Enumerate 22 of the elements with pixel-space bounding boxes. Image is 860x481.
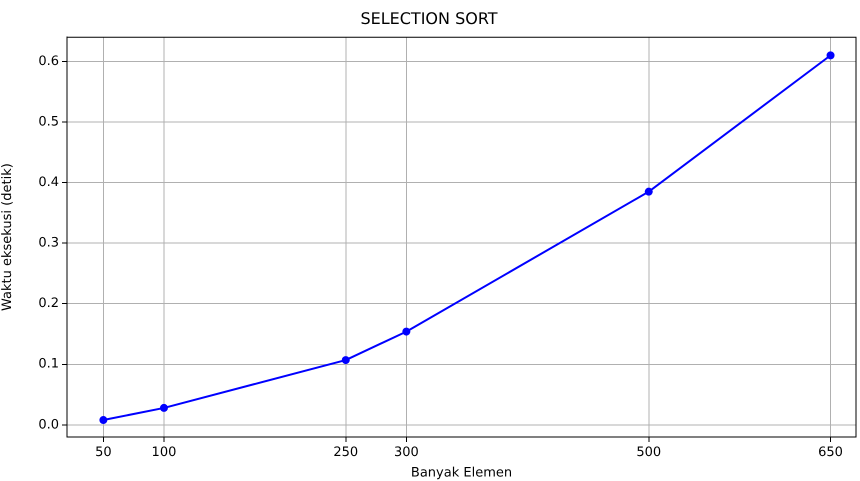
y-tick-label: 0.3 (38, 236, 59, 251)
y-tick-label: 0.4 (38, 174, 59, 190)
y-axis-title: Waktu eksekusi (detik) (0, 163, 16, 312)
point (99, 416, 108, 424)
point (402, 328, 410, 336)
point (644, 188, 653, 196)
y-tick-label: 0.2 (38, 296, 59, 312)
x-tick-label: 100 (152, 445, 176, 460)
point (160, 404, 168, 412)
point (342, 356, 350, 364)
x-tick-label: 300 (394, 445, 419, 460)
y-tick-label: 0.0 (38, 417, 59, 432)
x-axis-title: Banyak Elemen (410, 466, 512, 481)
y-tick-label: 0.5 (38, 114, 59, 130)
y-tick-label: 0.1 (38, 356, 59, 372)
x-tick-label: 50 (95, 445, 112, 460)
y-tick-label: 0.6 (38, 54, 59, 69)
x-tick-label: 650 (818, 445, 843, 460)
x-tick-label: 500 (636, 445, 662, 460)
chart-title: SELECTION SORT (360, 8, 498, 28)
x-tick-label: 250 (333, 445, 358, 460)
point (826, 51, 835, 60)
